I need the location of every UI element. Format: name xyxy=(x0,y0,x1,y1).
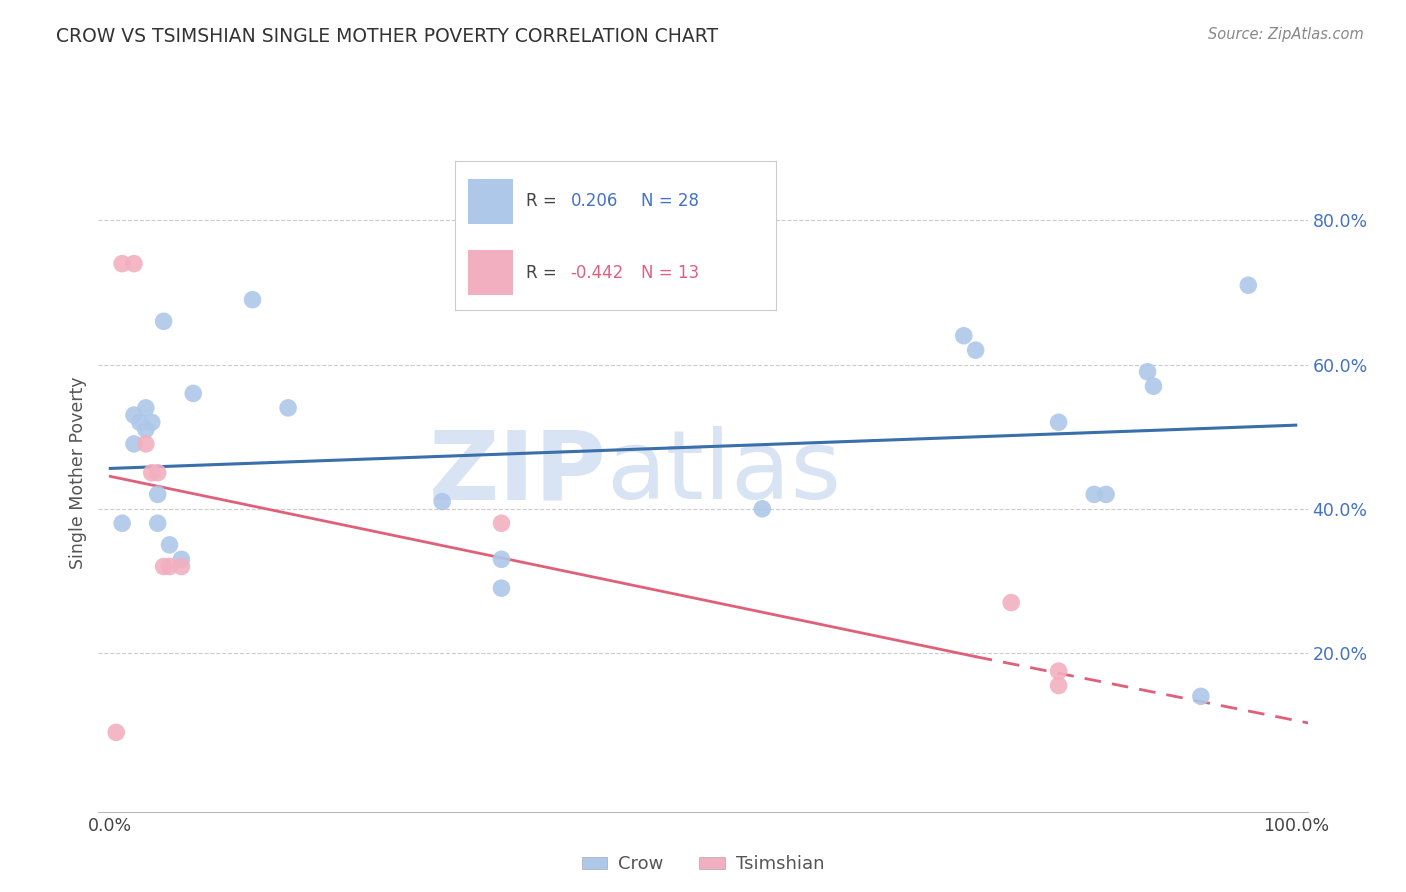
Point xyxy=(135,437,157,451)
Point xyxy=(952,328,974,343)
Point xyxy=(1142,379,1164,393)
Point xyxy=(1000,596,1022,610)
Point xyxy=(135,422,157,436)
Point xyxy=(1047,664,1070,678)
Y-axis label: Single Mother Poverty: Single Mother Poverty xyxy=(69,376,87,569)
Point xyxy=(965,343,987,358)
Point xyxy=(146,487,169,501)
Point xyxy=(111,516,134,531)
Point xyxy=(1189,690,1212,704)
Point xyxy=(111,257,134,271)
Point xyxy=(491,552,513,566)
Text: CROW VS TSIMSHIAN SINGLE MOTHER POVERTY CORRELATION CHART: CROW VS TSIMSHIAN SINGLE MOTHER POVERTY … xyxy=(56,27,718,45)
Point xyxy=(129,415,152,429)
Point xyxy=(432,494,454,508)
Point xyxy=(277,401,299,415)
Point xyxy=(491,581,513,595)
Point xyxy=(105,725,128,739)
Point xyxy=(122,408,145,422)
Point xyxy=(146,466,169,480)
Point xyxy=(1047,679,1070,693)
Point xyxy=(242,293,264,307)
Point xyxy=(135,401,157,415)
Point xyxy=(170,559,193,574)
Legend: Crow, Tsimshian: Crow, Tsimshian xyxy=(575,848,831,880)
Point xyxy=(1047,415,1070,429)
Point xyxy=(152,314,174,328)
Text: Source: ZipAtlas.com: Source: ZipAtlas.com xyxy=(1208,27,1364,42)
Point xyxy=(122,437,145,451)
Point xyxy=(170,552,193,566)
Point xyxy=(181,386,204,401)
Point xyxy=(141,466,163,480)
Point xyxy=(159,538,181,552)
Point xyxy=(122,257,145,271)
Text: ZIP: ZIP xyxy=(429,426,606,519)
Point xyxy=(159,559,181,574)
Point xyxy=(1083,487,1105,501)
Point xyxy=(152,559,174,574)
Point xyxy=(751,501,773,516)
Point xyxy=(1237,278,1260,293)
Point xyxy=(491,516,513,531)
Point xyxy=(146,516,169,531)
Point xyxy=(1095,487,1118,501)
Text: atlas: atlas xyxy=(606,426,841,519)
Point xyxy=(1136,365,1159,379)
Point xyxy=(141,415,163,429)
